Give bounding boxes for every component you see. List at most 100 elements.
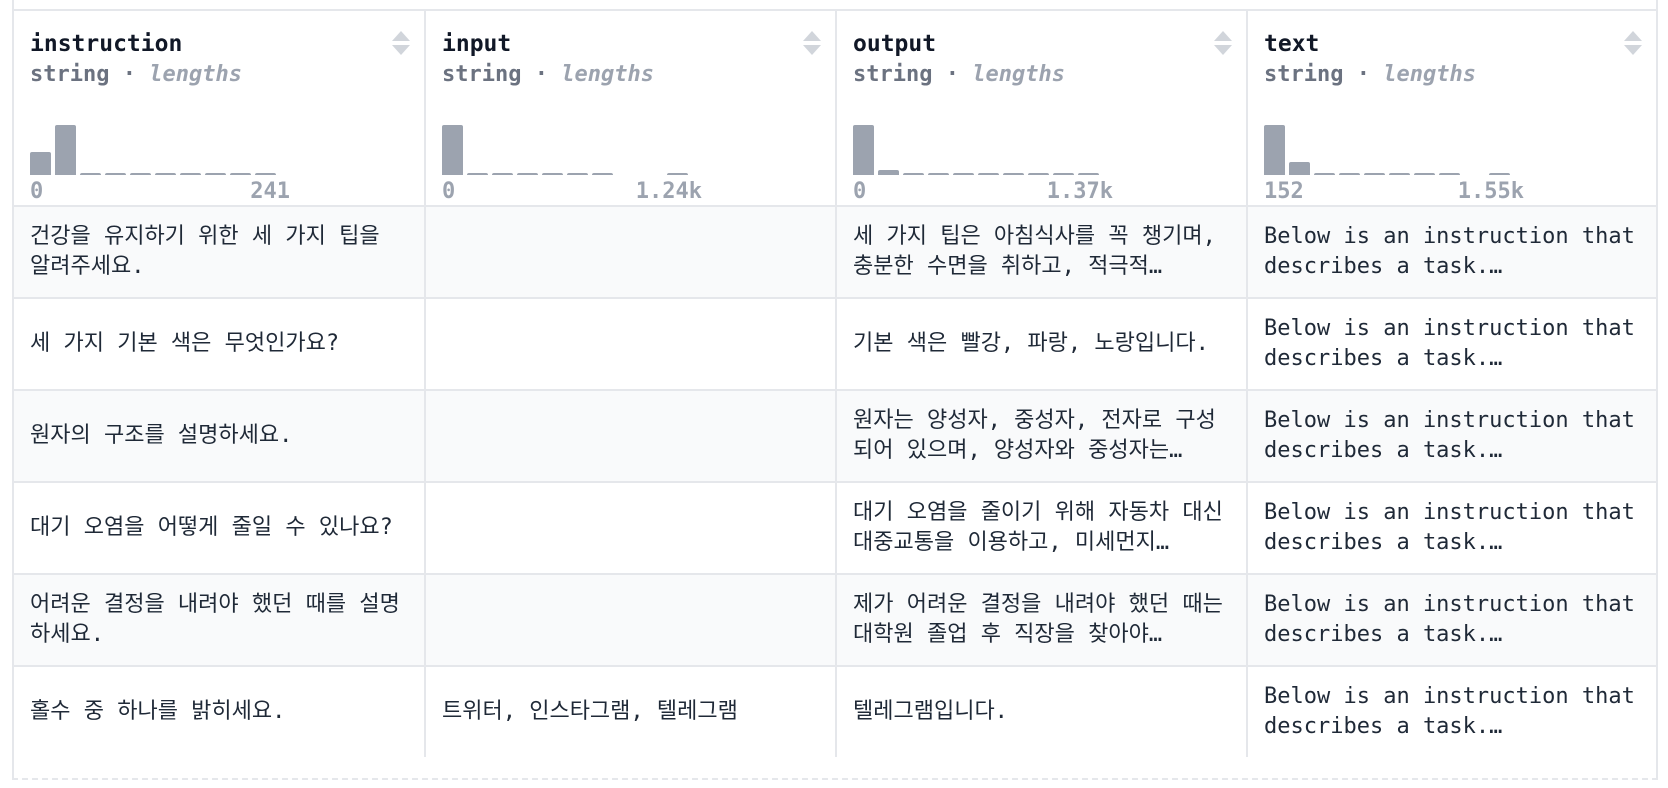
length-histogram bbox=[30, 123, 290, 175]
sort-icon[interactable] bbox=[803, 31, 821, 57]
column-type: string · lengths bbox=[1264, 62, 1476, 87]
histogram-bar[interactable] bbox=[255, 173, 276, 175]
histogram-bar[interactable] bbox=[953, 173, 974, 175]
cell-output[interactable]: 텔레그램입니다. bbox=[836, 665, 1248, 757]
column-name: text bbox=[1264, 31, 1320, 57]
cell-instruction[interactable]: 원자의 구조를 설명하세요. bbox=[14, 389, 426, 482]
column-type: string · lengths bbox=[442, 62, 654, 87]
cell-output[interactable]: 제가 어려운 결정을 내려야 했던 때는 대학원 졸업 후 직장을 찾아야… bbox=[836, 573, 1248, 666]
cell-text[interactable]: Below is an instruction that describes a… bbox=[1247, 481, 1656, 574]
length-histogram bbox=[442, 123, 702, 175]
histogram-bar[interactable] bbox=[30, 152, 51, 175]
table-row[interactable]: 원자의 구조를 설명하세요. 원자는 양성자, 중성자, 전자로 구성되어 있으… bbox=[14, 389, 1656, 482]
histogram-bar[interactable] bbox=[1439, 173, 1460, 175]
table-row[interactable]: 대기 오염을 어떻게 줄일 수 있나요? 대기 오염을 줄이기 위해 자동차 대… bbox=[14, 481, 1656, 574]
histogram-bar[interactable] bbox=[155, 173, 176, 175]
histogram-bar[interactable] bbox=[928, 173, 949, 175]
column-name: output bbox=[853, 31, 937, 57]
histogram-bar[interactable] bbox=[517, 173, 538, 175]
histogram-bar[interactable] bbox=[903, 173, 924, 175]
sort-icon[interactable] bbox=[392, 31, 410, 57]
column-type: string · lengths bbox=[853, 62, 1065, 87]
column-header-text: text string · lengths 152 1.55k bbox=[1247, 11, 1656, 206]
histogram-bar[interactable] bbox=[467, 173, 488, 175]
histogram-max: 241 bbox=[250, 179, 290, 204]
cell-input[interactable]: 트위터, 인스타그램, 텔레그램 bbox=[425, 665, 837, 757]
sort-icon[interactable] bbox=[1624, 31, 1642, 57]
histogram-max: 1.55k bbox=[1457, 179, 1524, 204]
histogram-range: 152 1.55k bbox=[1264, 179, 1524, 204]
cell-instruction[interactable]: 건강을 유지하기 위한 세 가지 팁을 알려주세요. bbox=[14, 205, 426, 298]
cell-output[interactable]: 기본 색은 빨강, 파랑, 노랑입니다. bbox=[836, 297, 1248, 390]
histogram-bar[interactable] bbox=[55, 125, 76, 175]
histogram-min: 0 bbox=[853, 179, 867, 204]
header-row: instruction string · lengths 0 241 input … bbox=[14, 11, 1656, 206]
column-name: input bbox=[442, 31, 512, 57]
histogram-bar[interactable] bbox=[1078, 173, 1099, 175]
cell-input[interactable] bbox=[425, 389, 837, 482]
histogram-bar[interactable] bbox=[1289, 162, 1310, 175]
histogram-bar[interactable] bbox=[1489, 173, 1510, 175]
cell-text[interactable]: Below is an instruction that describes a… bbox=[1247, 205, 1656, 298]
histogram-bar[interactable] bbox=[592, 173, 613, 175]
length-histogram bbox=[1264, 123, 1524, 175]
dataset-viewer-frame bbox=[12, 0, 1658, 778]
cell-text[interactable]: Below is an instruction that describes a… bbox=[1247, 297, 1656, 390]
histogram-bar[interactable] bbox=[1053, 173, 1074, 175]
histogram-bar[interactable] bbox=[1364, 173, 1385, 175]
cell-input[interactable] bbox=[425, 297, 837, 390]
histogram-bar[interactable] bbox=[130, 173, 151, 175]
histogram-bar[interactable] bbox=[853, 125, 874, 175]
cell-output[interactable]: 세 가지 팁은 아침식사를 꼭 챙기며, 충분한 수면을 취하고, 적극적… bbox=[836, 205, 1248, 298]
table-row[interactable]: 홀수 중 하나를 밝히세요. 트위터, 인스타그램, 텔레그램 텔레그램입니다.… bbox=[14, 665, 1656, 757]
column-type: string · lengths bbox=[30, 62, 242, 87]
histogram-range: 0 241 bbox=[30, 179, 290, 204]
cell-input[interactable] bbox=[425, 481, 837, 574]
histogram-bar[interactable] bbox=[567, 173, 588, 175]
cell-text[interactable]: Below is an instruction that describes a… bbox=[1247, 573, 1656, 666]
histogram-bar[interactable] bbox=[230, 173, 251, 175]
histogram-range: 0 1.37k bbox=[853, 179, 1113, 204]
histogram-bar[interactable] bbox=[442, 125, 463, 175]
histogram-bar[interactable] bbox=[1028, 173, 1049, 175]
histogram-bar[interactable] bbox=[1003, 173, 1024, 175]
table-row[interactable]: 어려운 결정을 내려야 했던 때를 설명하세요. 제가 어려운 결정을 내려야 … bbox=[14, 573, 1656, 666]
cell-input[interactable] bbox=[425, 205, 837, 298]
sort-icon[interactable] bbox=[1214, 31, 1232, 57]
top-border bbox=[12, 9, 1658, 11]
histogram-range: 0 1.24k bbox=[442, 179, 702, 204]
cell-instruction[interactable]: 어려운 결정을 내려야 했던 때를 설명하세요. bbox=[14, 573, 426, 666]
histogram-bar[interactable] bbox=[205, 173, 226, 175]
column-header-output: output string · lengths 0 1.37k bbox=[836, 11, 1248, 206]
histogram-bar[interactable] bbox=[667, 173, 688, 175]
column-name: instruction bbox=[30, 31, 183, 57]
cell-output[interactable]: 원자는 양성자, 중성자, 전자로 구성되어 있으며, 양성자와 중성자는… bbox=[836, 389, 1248, 482]
column-header-instruction: instruction string · lengths 0 241 bbox=[14, 11, 426, 206]
histogram-bar[interactable] bbox=[878, 170, 899, 175]
histogram-bar[interactable] bbox=[1389, 173, 1410, 175]
cell-instruction[interactable]: 대기 오염을 어떻게 줄일 수 있나요? bbox=[14, 481, 426, 574]
histogram-bar[interactable] bbox=[1414, 173, 1435, 175]
histogram-bar[interactable] bbox=[105, 173, 126, 175]
cell-instruction[interactable]: 홀수 중 하나를 밝히세요. bbox=[14, 665, 426, 757]
length-histogram bbox=[853, 123, 1113, 175]
histogram-bar[interactable] bbox=[180, 173, 201, 175]
cell-text[interactable]: Below is an instruction that describes a… bbox=[1247, 665, 1656, 757]
histogram-bar[interactable] bbox=[1314, 173, 1335, 175]
table-row[interactable]: 세 가지 기본 색은 무엇인가요? 기본 색은 빨강, 파랑, 노랑입니다. B… bbox=[14, 297, 1656, 390]
histogram-bar[interactable] bbox=[492, 173, 513, 175]
histogram-min: 152 bbox=[1264, 179, 1304, 204]
histogram-bar[interactable] bbox=[978, 173, 999, 175]
table-row[interactable]: 건강을 유지하기 위한 세 가지 팁을 알려주세요. 세 가지 팁은 아침식사를… bbox=[14, 205, 1656, 298]
histogram-bar[interactable] bbox=[542, 173, 563, 175]
cell-text[interactable]: Below is an instruction that describes a… bbox=[1247, 389, 1656, 482]
cell-instruction[interactable]: 세 가지 기본 색은 무엇인가요? bbox=[14, 297, 426, 390]
cell-output[interactable]: 대기 오염을 줄이기 위해 자동차 대신 대중교통을 이용하고, 미세먼지… bbox=[836, 481, 1248, 574]
histogram-bar[interactable] bbox=[1264, 125, 1285, 175]
cell-input[interactable] bbox=[425, 573, 837, 666]
histogram-bar[interactable] bbox=[1339, 173, 1360, 175]
histogram-bar[interactable] bbox=[80, 173, 101, 175]
histogram-min: 0 bbox=[30, 179, 44, 204]
scroll-edge-divider bbox=[12, 778, 1658, 780]
dataset-table: instruction string · lengths 0 241 input … bbox=[14, 11, 1656, 757]
